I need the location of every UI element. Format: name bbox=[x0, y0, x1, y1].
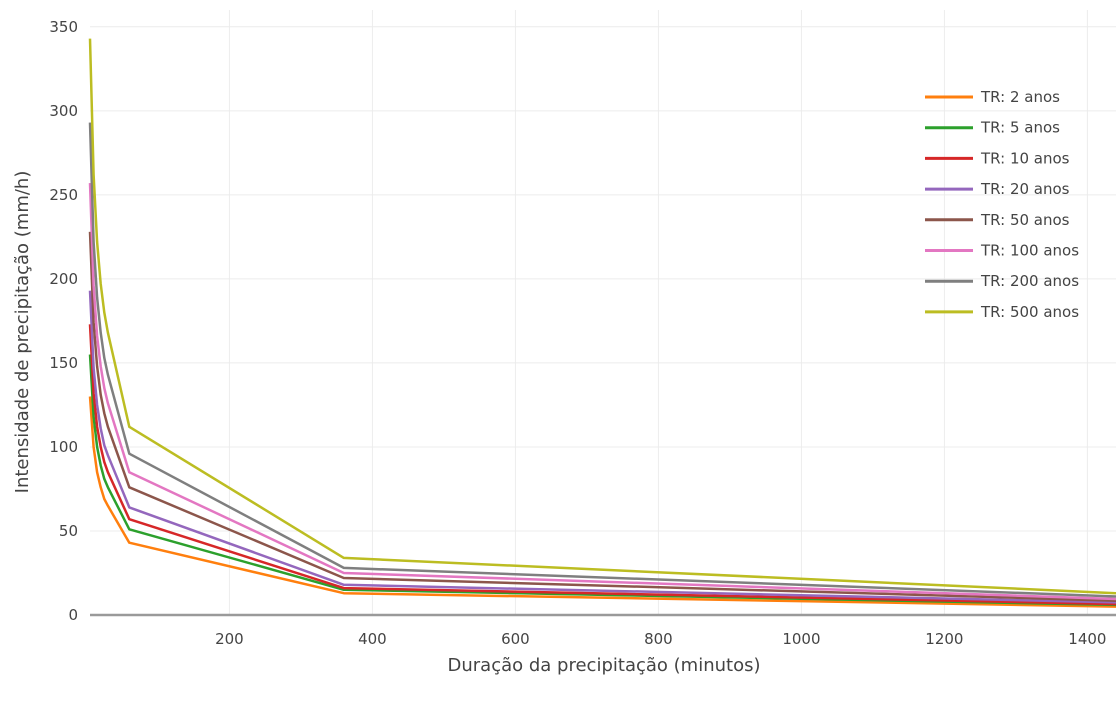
y-tick-label: 250 bbox=[49, 186, 78, 204]
series-line-tr-500-anos bbox=[88, 38, 1116, 595]
legend-item[interactable]: TR: 100 anos bbox=[925, 242, 1079, 260]
series-line-tr-100-anos bbox=[88, 183, 1116, 601]
legend-item[interactable]: TR: 200 anos bbox=[925, 272, 1079, 290]
x-axis-title: Duração da precipitação (minutos) bbox=[448, 655, 761, 676]
y-tick-label: 0 bbox=[68, 606, 78, 624]
legend-item[interactable]: TR: 10 anos bbox=[925, 149, 1070, 167]
series-lines bbox=[88, 38, 1116, 608]
legend-label: TR: 50 anos bbox=[980, 211, 1070, 229]
legend-item[interactable]: TR: 2 anos bbox=[925, 88, 1060, 106]
y-tick-label: 100 bbox=[49, 438, 78, 456]
series-line-tr-2-anos bbox=[88, 396, 1116, 608]
series-line-tr-5-anos bbox=[88, 354, 1116, 607]
x-tick-label: 400 bbox=[358, 630, 387, 648]
legend-label: TR: 2 anos bbox=[980, 88, 1060, 106]
legend-label: TR: 10 anos bbox=[980, 149, 1070, 167]
x-tick-label: 800 bbox=[644, 630, 673, 648]
series-line-tr-50-anos bbox=[88, 231, 1116, 602]
y-axis-title: Intensidade de precipitação (mm/h) bbox=[12, 171, 33, 494]
series-line-tr-10-anos bbox=[88, 324, 1116, 606]
x-tick-label: 1200 bbox=[925, 630, 963, 648]
y-tick-label: 150 bbox=[49, 354, 78, 372]
legend-label: TR: 500 anos bbox=[980, 303, 1079, 321]
series-line-tr-200-anos bbox=[88, 122, 1116, 598]
legend[interactable]: TR: 2 anos TR: 5 anos TR: 10 anos TR: 20 an… bbox=[925, 88, 1079, 321]
legend-label: TR: 20 anos bbox=[980, 180, 1070, 198]
x-tick-label: 600 bbox=[501, 630, 530, 648]
tick-labels: 200 400 600 800 1000 1200 1400 0 50 100 150 200 250 3… bbox=[49, 18, 1106, 648]
legend-item[interactable]: TR: 20 anos bbox=[925, 180, 1070, 198]
x-tick-label: 1400 bbox=[1068, 630, 1106, 648]
x-tick-label: 1000 bbox=[782, 630, 820, 648]
legend-item[interactable]: TR: 50 anos bbox=[925, 211, 1070, 229]
y-tick-label: 350 bbox=[49, 18, 78, 36]
y-tick-label: 50 bbox=[59, 522, 78, 540]
legend-label: TR: 100 anos bbox=[980, 242, 1079, 260]
legend-label: TR: 5 anos bbox=[980, 119, 1060, 137]
series-line-tr-20-anos bbox=[88, 290, 1116, 604]
x-tick-label: 200 bbox=[215, 630, 244, 648]
legend-item[interactable]: TR: 500 anos bbox=[925, 303, 1079, 321]
y-tick-label: 300 bbox=[49, 102, 78, 120]
y-tick-label: 200 bbox=[49, 270, 78, 288]
legend-label: TR: 200 anos bbox=[980, 272, 1079, 290]
legend-item[interactable]: TR: 5 anos bbox=[925, 119, 1060, 137]
